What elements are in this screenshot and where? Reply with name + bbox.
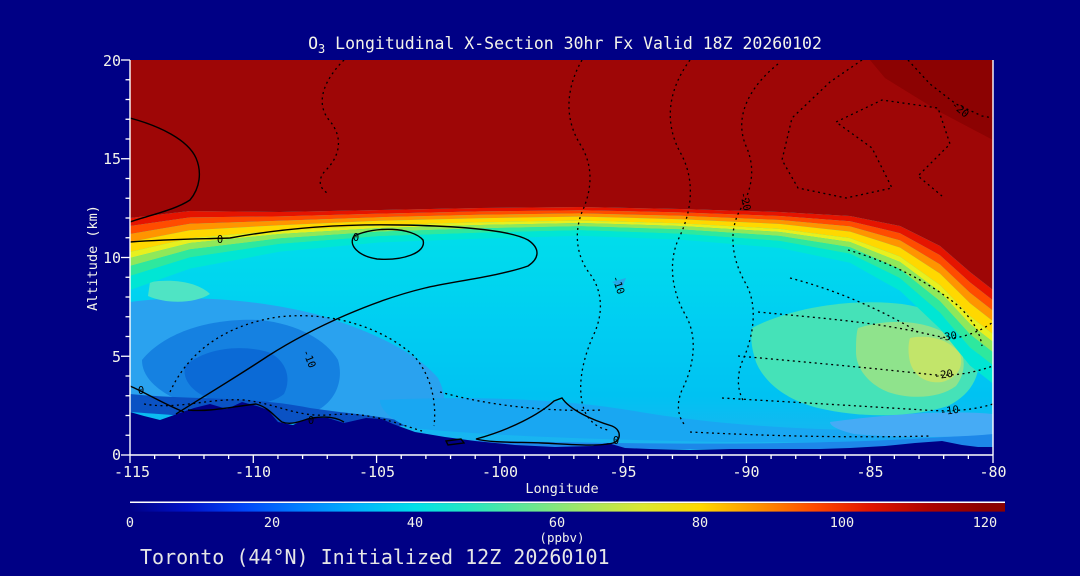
x-axis-title: Longitude <box>525 481 598 497</box>
x-axis-tick-labels: -115 -110 -105 -100 -95 -90 -85 -80 <box>114 463 1007 481</box>
y-axis-title: Altitude (km) <box>85 205 101 311</box>
contour-label: -10 <box>609 274 626 296</box>
colorbar-tick-label: 80 <box>692 515 708 531</box>
tropopause-band-layer <box>130 210 993 311</box>
stratosphere-region <box>130 60 993 290</box>
plot-area: 0 0 0 0 0 -10 -10 -20 -20 -30 -20 -10 <box>130 60 993 455</box>
tropopause-band-layer <box>130 213 993 322</box>
contour-label: 0 <box>217 234 223 246</box>
y-tick-label: 5 <box>112 348 121 366</box>
plot-title: O3 Longitudinal X-Section 30hr Fx Valid … <box>308 34 822 56</box>
contour-label: -10 <box>939 404 959 419</box>
green-wedge-region <box>148 278 979 416</box>
contour-label: 0 <box>308 415 314 427</box>
colorbar-gradient <box>130 503 1005 512</box>
contour-label: -20 <box>933 368 953 383</box>
colorbar: 0 20 40 60 80 100 120 (ppbv) <box>126 501 1005 545</box>
colorbar-tick-label: 60 <box>549 515 565 531</box>
solid-contours <box>130 117 620 446</box>
y-tick-label: 0 <box>112 446 121 464</box>
y-tick-label: 20 <box>103 52 121 70</box>
colorbar-tick-label: 40 <box>407 515 423 531</box>
y-tick-label: 15 <box>103 150 121 168</box>
colorbar-tick-labels: 0 20 40 60 80 100 120 <box>126 515 997 531</box>
contour-label: -30 <box>937 330 957 345</box>
x-tick-label: -95 <box>609 463 636 481</box>
terrain-silhouette <box>130 402 993 455</box>
colorbar-tick-label: 0 <box>126 515 134 531</box>
x-tick-label: -85 <box>856 463 883 481</box>
y-tick-label: 10 <box>103 249 121 267</box>
x-tick-label: -90 <box>732 463 759 481</box>
colorbar-top-edge <box>130 501 1005 504</box>
colorbar-tick-label: 100 <box>830 515 854 531</box>
x-tick-label: -115 <box>114 463 150 481</box>
tropopause-gradient-band <box>130 207 993 384</box>
x-tick-label: -105 <box>359 463 395 481</box>
dotted-contours <box>143 60 993 438</box>
axis-ticks <box>121 59 994 463</box>
contour-value-labels: 0 0 0 0 0 -10 -10 -20 -20 -30 -20 -10 <box>138 99 971 447</box>
contour-label: 0 <box>353 232 359 244</box>
contour-label: 0 <box>138 385 144 397</box>
x-tick-label: -80 <box>979 463 1006 481</box>
run-caption: Toronto (44°N) Initialized 12Z 20260101 <box>140 545 610 569</box>
tropopause-band-layer <box>130 207 993 301</box>
colorbar-tick-label: 20 <box>264 515 280 531</box>
colorbar-tick-label: 120 <box>973 515 997 531</box>
colorbar-unit-label: (ppbv) <box>539 530 584 545</box>
x-tick-label: -100 <box>482 463 518 481</box>
low-ozone-blue-region <box>130 298 445 428</box>
y-axis-tick-labels: 20 15 10 5 0 <box>103 52 121 464</box>
contour-label: 0 <box>613 435 619 447</box>
x-tick-label: -110 <box>235 463 271 481</box>
contour-label: -20 <box>737 191 753 212</box>
